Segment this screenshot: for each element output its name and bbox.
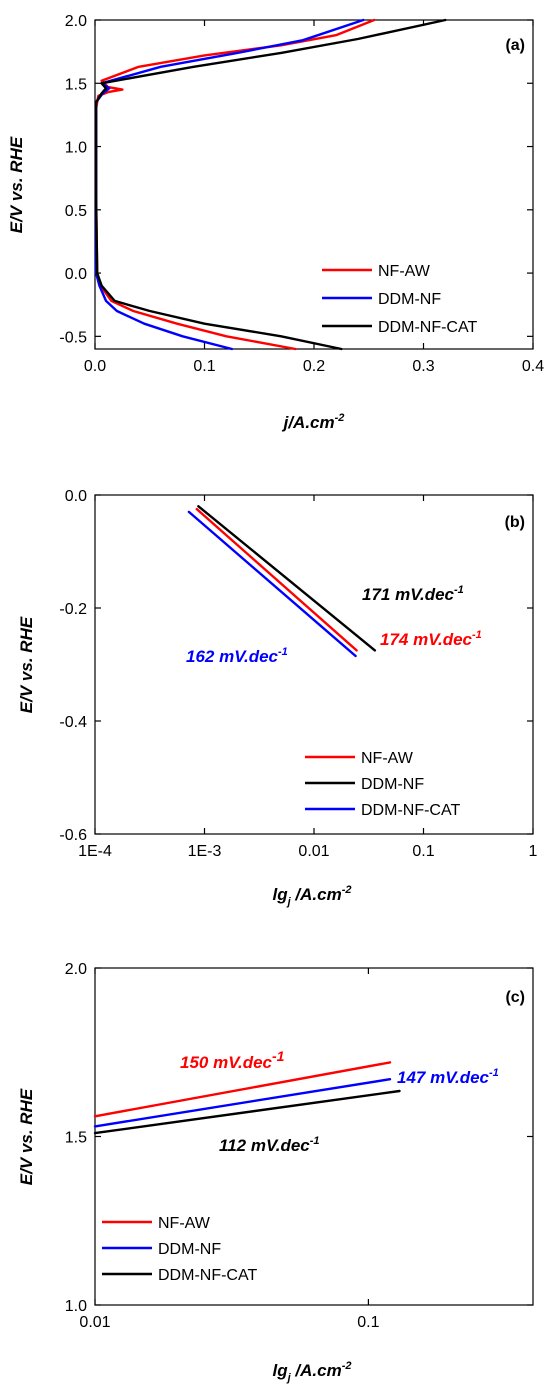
x-tick-label: 0.01	[298, 843, 329, 860]
x-tick-label: 0.1	[357, 1314, 379, 1331]
panel-a-plot-frame	[94, 19, 534, 350]
panel-c-x-axis-label: lgj /A.cm-2	[273, 1360, 352, 1384]
panel-a-x-axis-label: j/A.cm-2	[282, 412, 345, 432]
y-tick-label: 1.5	[65, 1130, 87, 1147]
x-tick-label: 1E-3	[188, 843, 222, 860]
series-line-nf-aw	[93, 1061, 392, 1118]
panel-c-series	[93, 1061, 401, 1135]
y-tick-label: -0.6	[59, 827, 87, 844]
x-tick-label: 0.1	[412, 843, 434, 860]
panel-b-slope-162: 162 mV.dec-1	[186, 646, 288, 666]
panel-c-slope-150: 150 mV.dec-1	[180, 1048, 285, 1072]
x-tick-label: 0.0	[84, 358, 106, 375]
panel-a-series	[94, 18, 447, 351]
panel-b-slope-171: 171 mV.dec-1	[362, 584, 464, 604]
y-tick-label: 0.0	[65, 488, 87, 505]
legend-label-nf-aw: NF-AW	[158, 1215, 211, 1232]
panel-b: 1E-4 1E-3 0.01 0.1 1 -0.6 -0.4 -0.2 0.0 (b) 171…	[17, 488, 538, 908]
series-line-nf-aw	[94, 18, 376, 351]
series-line-ddm-nf	[93, 1078, 392, 1128]
x-tick-label: 0.01	[79, 1314, 110, 1331]
legend-label-ddm-nf-cat: DDM-NF-CAT	[361, 802, 460, 819]
panel-c: 0.01 0.1 1.0 1.5 2.0 (c) 150 mV.dec-1 147 m…	[17, 961, 534, 1384]
panel-a-legend: NF-AW DDM-NF DDM-NF-CAT	[322, 263, 477, 336]
series-line-ddm-nf-cat	[187, 510, 357, 658]
y-tick-label: 2.0	[65, 13, 87, 30]
y-tick-label: 2.0	[65, 961, 87, 978]
series-line-ddm-nf	[197, 505, 377, 652]
y-tick-label: 1.5	[65, 76, 87, 93]
legend-label-ddm-nf-cat: DDM-NF-CAT	[378, 319, 477, 336]
y-tick-label: 1.0	[65, 1298, 87, 1315]
y-tick-label: 0.5	[65, 203, 87, 220]
x-tick-label: 0.4	[522, 358, 544, 375]
legend-label-nf-aw: NF-AW	[378, 263, 431, 280]
panel-b-x-axis-label: lgj /A.cm-2	[273, 884, 352, 908]
series-line-ddm-nf-cat	[94, 18, 447, 351]
legend-label-ddm-nf: DDM-NF	[158, 1241, 221, 1258]
panel-c-legend: NF-AW DDM-NF DDM-NF-CAT	[102, 1215, 257, 1284]
panel-c-x-axis: 0.01 0.1	[79, 968, 380, 1331]
legend-label-ddm-nf: DDM-NF	[361, 776, 424, 793]
x-tick-label: 0.1	[193, 358, 215, 375]
panel-a-y-axis-label: E/V vs. RHE	[7, 136, 26, 233]
series-line-nf-aw	[195, 507, 358, 652]
panel-c-tag: (c)	[505, 989, 525, 1006]
y-tick-label: 0.0	[65, 266, 87, 283]
panel-c-slope-112: 112 mV.dec-1	[219, 1135, 320, 1155]
panel-b-y-axis-label: E/V vs. RHE	[17, 616, 36, 713]
panel-a-x-axis: 0.0 0.1 0.2 0.3 0.4	[84, 20, 544, 375]
panel-b-y-axis: -0.6 -0.4 -0.2 0.0	[59, 488, 533, 844]
panel-b-tag: (b)	[505, 514, 525, 531]
panel-a: 0.0 0.1 0.2 0.3 0.4 -0.50.00.51.01.52.0 (a) …	[7, 13, 544, 432]
panel-c-y-axis-label: E/V vs. RHE	[17, 1088, 36, 1185]
panel-b-series	[187, 505, 377, 658]
x-tick-label: 1	[529, 843, 538, 860]
panel-c-slope-147: 147 mV.dec-1	[397, 1067, 499, 1087]
panel-a-y-axis: -0.5 0.0 0.5 1.0 1.5 2.0	[59, 13, 533, 346]
series-line-ddm-nf	[94, 18, 365, 351]
x-tick-label: 1E-4	[78, 843, 112, 860]
panel-a-tag: (a)	[505, 37, 525, 54]
legend-label-nf-aw: NF-AW	[361, 750, 414, 767]
y-tick-label: 1.0	[65, 140, 87, 157]
panel-c-y-axis: 1.0 1.5 2.0	[65, 961, 533, 1315]
legend-label-ddm-nf-cat: DDM-NF-CAT	[158, 1267, 257, 1284]
x-tick-label: 0.3	[412, 358, 434, 375]
legend-label-ddm-nf: DDM-NF	[378, 291, 441, 308]
y-tick-label: -0.4	[59, 714, 87, 731]
panel-b-slope-174: 174 mV.dec-1	[380, 629, 482, 649]
series-line-ddm-nf-cat	[93, 1089, 401, 1135]
y-tick-label: -0.2	[59, 601, 87, 618]
panel-b-legend: NF-AW DDM-NF DDM-NF-CAT	[305, 750, 460, 819]
y-tick-label: -0.5	[59, 329, 87, 346]
x-tick-label: 0.2	[303, 358, 325, 375]
panel-b-x-axis: 1E-4 1E-3 0.01 0.1 1	[78, 495, 538, 860]
